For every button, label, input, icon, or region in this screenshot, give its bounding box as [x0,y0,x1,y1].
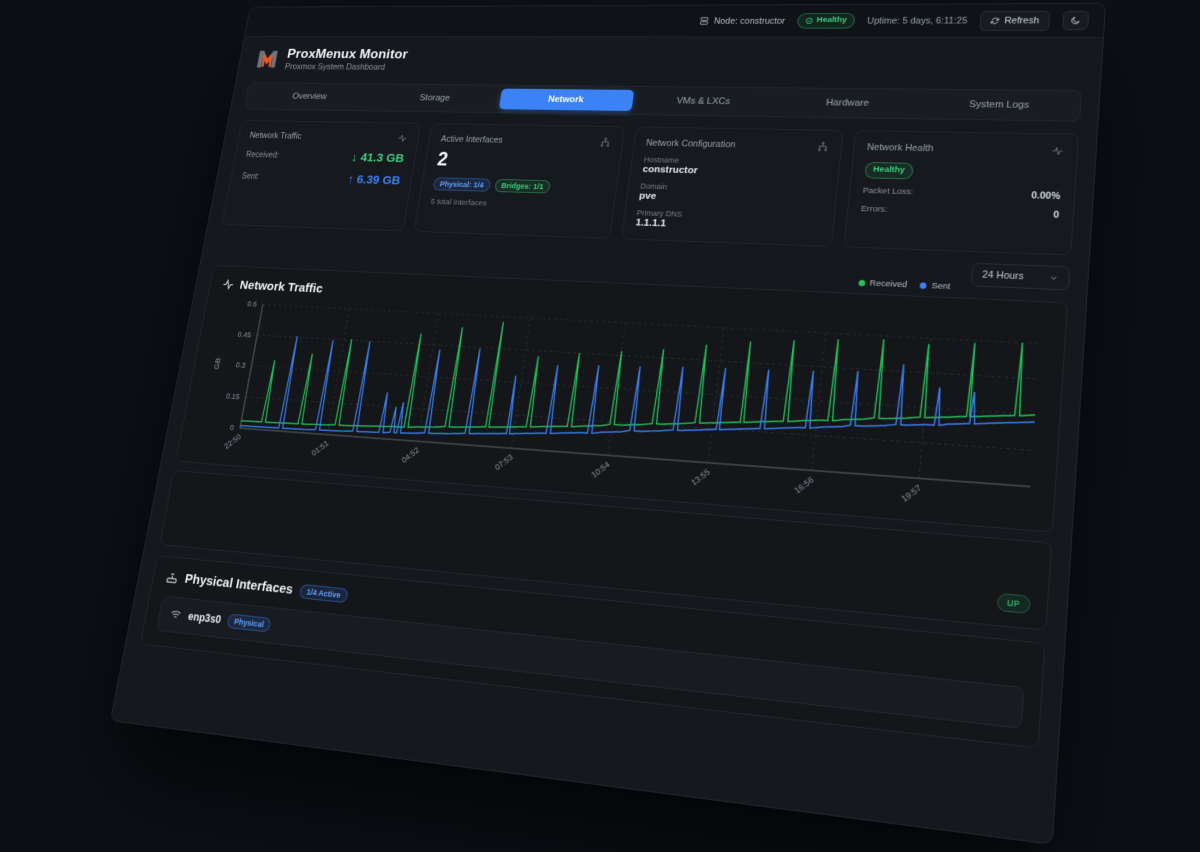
packet-loss-value: 0.00% [1031,190,1061,201]
svg-text:13:55: 13:55 [689,467,712,488]
theme-toggle-button[interactable] [1062,11,1089,31]
legend-item-sent: Sent [920,281,951,292]
errors-value: 0 [1053,210,1059,221]
legend-dot-received [858,280,865,286]
card-header: Network Health [867,142,1064,156]
legend-label-sent: Sent [931,281,951,292]
moon-icon [1070,16,1081,25]
svg-text:19:57: 19:57 [900,483,924,504]
hostname-row: Hostname constructor [642,155,827,179]
active-count-badge: 1/4 Active [299,583,349,602]
activity-icon [1051,146,1063,157]
domain-row: Domain pve [638,182,823,207]
svg-text:0.3: 0.3 [235,361,246,370]
perspective-stage: Node: constructor Healthy Uptime: 5 days… [0,0,1200,800]
card-title: Network Health [867,142,934,154]
status-badge-label: Healthy [816,16,847,26]
card-network-configuration: Network Configuration Hostname construct… [621,127,844,247]
svg-text:GB: GB [211,357,222,370]
dashboard-window: Node: constructor Healthy Uptime: 5 days… [110,3,1106,845]
legend-label-received: Received [869,278,907,289]
health-badge-wrap: Healthy [864,160,1062,183]
proxmenux-m-logo [254,48,280,71]
card-network-health: Network Health Healthy Packet Loss: 0.00… [843,130,1079,255]
interface-chips: Physical: 1/4 Bridges: 1/1 [433,177,605,195]
svg-text:10:54: 10:54 [590,459,612,479]
check-circle-icon [805,17,814,24]
uptime-label: Uptime: 5 days, 6:11:25 [867,16,968,26]
card-network-traffic: Network Traffic Received: ↓ 41.3 GB Sent… [221,120,421,231]
svg-text:0: 0 [229,424,235,433]
tab-overview[interactable]: Overview [248,86,372,107]
total-interfaces-note: 5 total interfaces [430,197,602,211]
node-label: Node: constructor [713,16,785,26]
physical-interfaces-title: Physical Interfaces [184,571,295,597]
page-title: ProxMenux Monitor [286,47,409,63]
received-value: ↓ 41.3 GB [350,151,405,166]
server-icon [699,17,709,26]
errors-row: Errors: 0 [860,204,1059,220]
node-info: Node: constructor [699,16,786,26]
network-nodes-icon [817,141,829,151]
chip-bridges: Bridges: 1/1 [494,179,551,194]
top-bar: Node: constructor Healthy Uptime: 5 days… [245,4,1105,38]
svg-text:0.15: 0.15 [225,392,241,402]
packet-loss-label: Packet Loss: [862,186,913,197]
svg-text:16:56: 16:56 [793,475,816,496]
errors-label: Errors: [861,204,888,214]
network-nodes-icon [599,137,610,147]
card-title: Network Traffic [249,131,303,141]
received-row: Received: ↓ 41.3 GB [245,148,405,165]
router-icon [165,570,179,584]
page-subtitle: Proxmox System Dashboard [284,62,406,72]
legend-dot-sent [920,282,927,289]
card-title: Network Configuration [645,138,736,150]
svg-text:0.45: 0.45 [237,330,252,339]
time-range-value: 24 Hours [982,269,1024,282]
tab-system-logs[interactable]: System Logs [923,93,1077,117]
interface-name: enp3s0 [187,610,222,626]
tab-storage[interactable]: Storage [371,87,500,109]
wifi-icon [169,608,182,622]
legend-item-received: Received [858,278,907,290]
activity-icon [397,134,408,144]
tab-network[interactable]: Network [499,89,634,111]
svg-text:01:51: 01:51 [310,439,330,458]
card-active-interfaces: Active Interfaces 2 Physical: 1/4 Bridge… [414,123,625,239]
dns-row: Primary DNS 1.1.1.1 [635,209,821,235]
interface-type-badge: Physical [227,613,272,632]
chart-title: Network Traffic [239,278,324,296]
refresh-label: Refresh [1004,15,1039,25]
tab-vms-lxcs[interactable]: VMs & LXCs [634,90,775,113]
health-status-badge: Healthy [864,162,914,179]
svg-text:0.6: 0.6 [246,300,257,309]
up-status-badge: UP [996,593,1031,614]
app-header: ProxMenux Monitor Proxmox System Dashboa… [237,37,1103,87]
svg-text:07:53: 07:53 [493,453,514,473]
sent-row: Sent: ↑ 6.39 GB [241,170,402,188]
svg-text:22:50: 22:50 [223,432,243,451]
sent-label: Sent: [241,172,260,181]
tab-hardware[interactable]: Hardware [775,91,922,115]
activity-icon [221,278,235,291]
sent-value: ↑ 6.39 GB [347,173,402,188]
chevron-down-icon [1048,273,1059,283]
svg-text:04:52: 04:52 [400,446,420,465]
packet-loss-row: Packet Loss: 0.00% [862,186,1060,202]
card-title: Active Interfaces [440,134,503,145]
chip-physical: Physical: 1/4 [433,177,491,191]
received-label: Received: [245,151,280,160]
refresh-icon [990,16,1000,24]
status-badge: Healthy [796,13,855,28]
card-header: Active Interfaces [440,134,610,147]
time-range-select[interactable]: 24 Hours [971,263,1071,291]
refresh-button[interactable]: Refresh [979,10,1050,30]
card-header: Network Traffic [249,131,408,143]
active-interfaces-count: 2 [436,149,609,175]
card-header: Network Configuration [645,138,828,152]
